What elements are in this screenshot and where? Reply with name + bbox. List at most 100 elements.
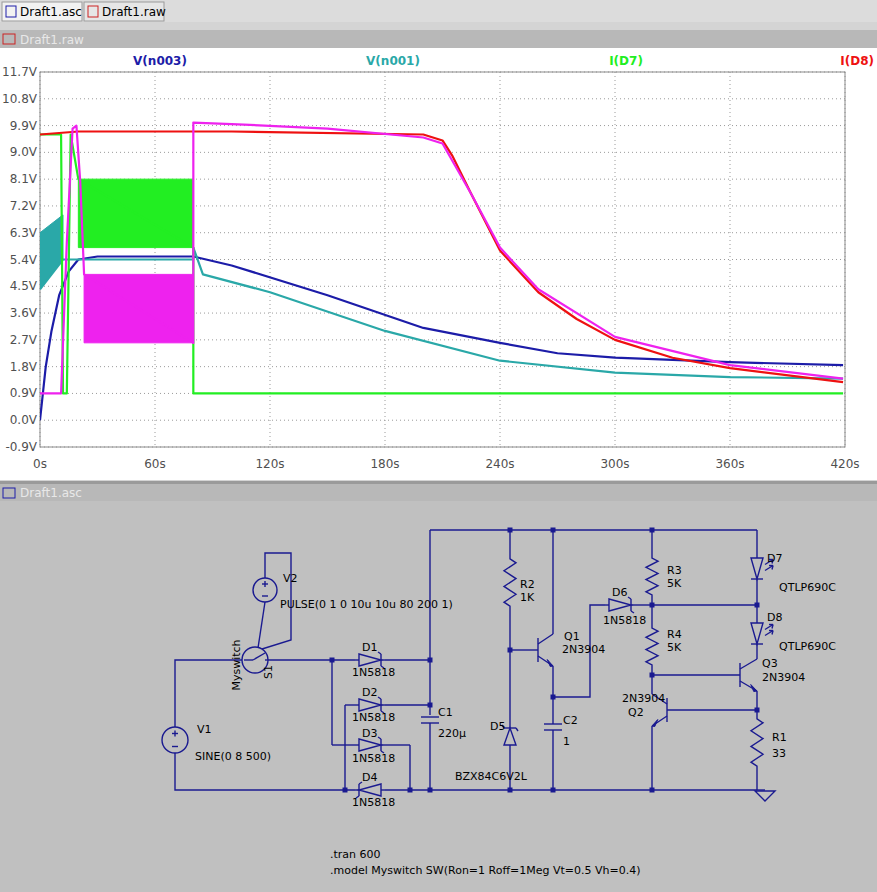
junction (508, 788, 513, 793)
ground (755, 791, 775, 801)
component-value: 2N3904 (562, 643, 605, 656)
wire (429, 530, 430, 715)
component-name: Q1 (564, 630, 580, 643)
wire (429, 723, 430, 790)
source-sign (172, 746, 178, 747)
component-value: 1N5818 (352, 666, 395, 679)
wire (651, 530, 652, 555)
resistor (646, 625, 658, 668)
capacitor (421, 716, 439, 717)
transistor (740, 659, 757, 669)
trace (40, 248, 843, 379)
transistor (652, 716, 667, 726)
component-value: SINE(0 8 500) (195, 750, 271, 763)
component-name: D7 (767, 552, 782, 565)
diode (378, 737, 381, 739)
led-arrow (765, 625, 773, 630)
junction (551, 788, 556, 793)
ripple-band (40, 215, 63, 289)
component-name: R4 (667, 628, 682, 641)
component-value: 1 (563, 735, 570, 748)
traces (40, 123, 843, 421)
diode (756, 644, 757, 647)
component-name: D8 (767, 611, 782, 624)
tab[interactable]: Draft1.asc (2, 2, 82, 21)
y-tick-label: 10.8V (2, 92, 38, 106)
transistor (652, 720, 658, 727)
legend-entry: I(D7) (609, 54, 643, 68)
diode (378, 652, 381, 654)
switch (244, 659, 253, 660)
legend-entry: I(D8) (840, 54, 874, 68)
transistor (751, 685, 757, 692)
grid-line (40, 98, 845, 99)
pane-title-bar (0, 484, 877, 501)
transistor (740, 681, 757, 691)
source-sign (174, 731, 175, 737)
diode (380, 739, 381, 751)
switch (253, 653, 265, 660)
diode (380, 699, 381, 711)
source-sign (264, 581, 265, 587)
resistor (646, 555, 658, 598)
wire (552, 530, 553, 634)
y-tick-label: 9.0V (10, 145, 38, 159)
trace (40, 132, 843, 383)
resistor (751, 715, 763, 770)
component-value: 2N3904 (622, 692, 665, 705)
component-name: V1 (197, 723, 212, 736)
wire (509, 748, 510, 790)
x-tick-label: 180s (370, 457, 399, 471)
tab[interactable]: Draft1.raw (84, 2, 166, 21)
component-value: 5K (667, 641, 682, 654)
switch (265, 659, 268, 660)
x-tick-label: 240s (485, 457, 514, 471)
transistor (547, 660, 553, 667)
component-name: V2 (283, 572, 298, 585)
wire (667, 709, 757, 710)
component-value: 220µ (438, 727, 466, 740)
y-tick-label: 3.6V (10, 306, 38, 320)
background (0, 0, 877, 892)
y-tick-label: 2.7V (10, 333, 38, 347)
component-value: 1N5818 (352, 711, 395, 724)
wire (510, 649, 538, 650)
wire (385, 704, 430, 705)
diode (628, 597, 631, 599)
junction (343, 788, 348, 793)
x-tick-label: 420s (830, 457, 859, 471)
grid-line (270, 72, 271, 447)
legend-entry: V(n003) (133, 54, 187, 68)
component-value: QTLP690C (779, 581, 836, 594)
wire (332, 744, 355, 745)
spice-directive: .tran 600 (330, 848, 381, 861)
diode (378, 697, 381, 699)
source-sign (262, 595, 268, 596)
x-tick-label: 0s (33, 457, 47, 471)
component-value: Myswitch (230, 639, 243, 690)
diode (756, 579, 757, 582)
led-arrow (772, 625, 773, 629)
wire (552, 730, 553, 790)
tab-icon (6, 6, 16, 17)
plot-pane (0, 48, 877, 480)
tab-bar (0, 0, 877, 22)
wire (385, 659, 430, 660)
diode (509, 725, 510, 728)
pane-title: Draft1.raw (20, 33, 84, 47)
diode (756, 620, 757, 623)
capacitor (544, 723, 562, 724)
y-tick-label: 5.4V (10, 253, 38, 267)
grid-line (730, 72, 731, 447)
wire (385, 789, 757, 790)
x-tick-label: 360s (715, 457, 744, 471)
component-value: 5K (667, 577, 682, 590)
y-tick-label: 7.2V (10, 199, 38, 213)
source (162, 727, 188, 753)
diode (359, 654, 381, 666)
grid-line (40, 420, 845, 421)
junction (650, 788, 655, 793)
junction (330, 658, 335, 663)
pane-icon (3, 34, 15, 44)
pane-title: Draft1.asc (20, 486, 82, 500)
